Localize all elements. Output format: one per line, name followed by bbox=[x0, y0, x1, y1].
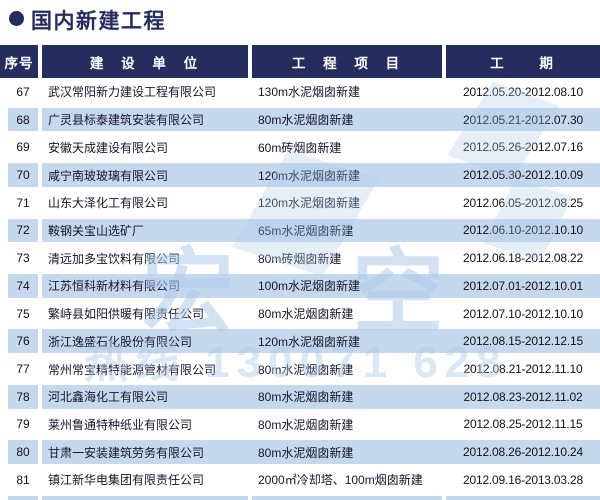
row-number: 70 bbox=[8, 163, 38, 187]
column-header-period: 工 期 bbox=[446, 45, 600, 78]
row-project: 80m水泥烟囱新建 bbox=[252, 384, 448, 409]
row-period: 2012.07.01-2012.10.01 bbox=[446, 274, 600, 298]
row-period: 2012.06.05-2012.08.25 bbox=[463, 195, 583, 210]
row-company: 甘肃一安装建筑劳务有限公司 bbox=[42, 440, 254, 465]
row-company: 广灵县标泰建筑安装有限公司 bbox=[42, 107, 254, 132]
row-number: 81 bbox=[16, 472, 30, 487]
row-company: 咸宁南玻玻璃有限公司 bbox=[42, 163, 254, 187]
row-period: 2012.08.15-2012.12.15 bbox=[446, 329, 600, 354]
row-project: 100m水泥烟囱新建 bbox=[252, 274, 448, 298]
row-project: 80m水泥烟囱新建 bbox=[258, 417, 354, 432]
table-row: 73 清远加多宝饮料有限公司 80m砖烟囱新建 2012.06.18-2012.… bbox=[0, 244, 600, 272]
row-number: 77 bbox=[16, 362, 30, 377]
row-project: 120m水泥烟囱新建 bbox=[252, 329, 448, 354]
cutoff-row-sliver bbox=[0, 494, 600, 500]
row-period: 2012.06.18-2012.08.22 bbox=[463, 251, 583, 266]
row-project: 80m水泥烟囱新建 bbox=[252, 107, 448, 132]
table-row: 80 甘肃一安装建筑劳务有限公司 80m水泥烟囱新建 2012.08.26-20… bbox=[0, 438, 600, 466]
row-project: 2000㎡冷却塔、100m烟囱新建 bbox=[258, 473, 423, 488]
row-project: 80m水泥烟囱新建 bbox=[258, 307, 354, 322]
row-number: 78 bbox=[8, 384, 38, 409]
row-number: 71 bbox=[16, 195, 30, 210]
row-company: 安徽天成建设有限公司 bbox=[48, 140, 169, 155]
table-row: 74 江苏恒科新材料有限公司 100m水泥烟囱新建 2012.07.01-201… bbox=[0, 272, 600, 300]
row-company: 河北鑫海化工有限公司 bbox=[42, 384, 254, 409]
page-title-bar: 国内新建工程 bbox=[0, 4, 600, 38]
row-period: 2012.08.25-2012.11.15 bbox=[463, 417, 583, 432]
row-company: 武汉常阳新力建设工程有限公司 bbox=[48, 85, 217, 100]
row-number: 69 bbox=[16, 140, 30, 155]
row-period: 2012.05.21-2012.07.30 bbox=[446, 107, 600, 132]
row-period: 2012.08.21-2012.11.10 bbox=[463, 362, 583, 377]
table-row: 77 常州常宝精特能源管材有限公司 80m水泥烟囱新建 2012.08.21-2… bbox=[0, 355, 600, 383]
row-period: 2012.08.26-2012.10.24 bbox=[446, 440, 600, 465]
table-row: 68 广灵县标泰建筑安装有限公司 80m水泥烟囱新建 2012.05.21-20… bbox=[0, 106, 600, 134]
row-project: 60m砖烟囱新建 bbox=[258, 140, 342, 155]
table-row: 71 山东大泽化工有限公司 120m水泥烟囱新建 2012.06.05-2012… bbox=[0, 189, 600, 217]
row-number: 67 bbox=[16, 84, 30, 99]
row-company: 莱州鲁通特种纸业有限公司 bbox=[48, 417, 193, 432]
row-project: 80m水泥烟囱新建 bbox=[258, 362, 354, 377]
row-number: 72 bbox=[8, 218, 38, 243]
row-project: 80m水泥烟囱新建 bbox=[252, 440, 448, 465]
row-number: 68 bbox=[8, 107, 38, 132]
table-row: 78 河北鑫海化工有限公司 80m水泥烟囱新建 2012.08.23-2012.… bbox=[0, 383, 600, 411]
row-number: 75 bbox=[16, 306, 30, 321]
row-company: 江苏恒科新材料有限公司 bbox=[42, 274, 254, 298]
row-company: 山东大泽化工有限公司 bbox=[48, 196, 169, 211]
row-project: 65m水泥烟囱新建 bbox=[252, 218, 448, 243]
table-row: 79 莱州鲁通特种纸业有限公司 80m水泥烟囱新建 2012.08.25-201… bbox=[0, 411, 600, 439]
table-row: 67 武汉常阳新力建设工程有限公司 130m水泥烟囱新建 2012.05.20-… bbox=[0, 78, 600, 106]
row-project: 130m水泥烟囱新建 bbox=[258, 85, 361, 100]
row-number: 79 bbox=[16, 417, 30, 432]
table-row: 75 繁峙县如阳供暖有限责任公司 80m水泥烟囱新建 2012.07.10-20… bbox=[0, 300, 600, 328]
row-period: 2012.09.16-2013.03.28 bbox=[463, 472, 583, 487]
row-period: 2012.05.26-2012.07.16 bbox=[463, 140, 583, 155]
row-period: 2012.05.30-2012.10.09 bbox=[446, 163, 600, 187]
table-row: 70 咸宁南玻玻璃有限公司 120m水泥烟囱新建 2012.05.30-2012… bbox=[0, 161, 600, 189]
bullet-icon bbox=[9, 11, 24, 26]
row-period: 2012.08.23-2012.11.02 bbox=[446, 384, 600, 409]
row-company: 清远加多宝饮料有限公司 bbox=[48, 251, 181, 266]
table-body: 67 武汉常阳新力建设工程有限公司 130m水泥烟囱新建 2012.05.20-… bbox=[0, 78, 600, 494]
row-period: 2012.06.10-2012.10.10 bbox=[446, 218, 600, 243]
row-company: 镇江新华电集团有限责任公司 bbox=[48, 473, 205, 488]
row-project: 120m水泥烟囱新建 bbox=[252, 163, 448, 187]
row-company: 鞍钢关宝山选矿厂 bbox=[42, 218, 254, 243]
row-number: 73 bbox=[16, 251, 30, 266]
table-row: 76 浙江逸盛石化股份有限公司 120m水泥烟囱新建 2012.08.15-20… bbox=[0, 327, 600, 355]
row-company: 浙江逸盛石化股份有限公司 bbox=[42, 329, 254, 354]
column-header-no: 序号 bbox=[0, 45, 38, 78]
row-company: 常州常宝精特能源管材有限公司 bbox=[48, 362, 217, 377]
row-period: 2012.07.10-2012.10.10 bbox=[463, 306, 583, 321]
row-project: 80m砖烟囱新建 bbox=[258, 251, 342, 266]
table-header: 序号 建 设 单 位 工 程 项 目 工 期 bbox=[0, 45, 600, 78]
row-company: 繁峙县如阳供暖有限责任公司 bbox=[48, 307, 205, 322]
row-number: 80 bbox=[8, 440, 38, 465]
row-project: 120m水泥烟囱新建 bbox=[258, 196, 361, 211]
page-title: 国内新建工程 bbox=[31, 10, 166, 33]
row-period: 2012.05.20-2012.08.10 bbox=[463, 84, 583, 99]
table-row: 72 鞍钢关宝山选矿厂 65m水泥烟囱新建 2012.06.10-2012.10… bbox=[0, 217, 600, 245]
table-row: 81 镇江新华电集团有限责任公司 2000㎡冷却塔、100m烟囱新建 2012.… bbox=[0, 466, 600, 494]
row-number: 74 bbox=[8, 274, 38, 298]
column-header-project: 工 程 项 目 bbox=[252, 45, 442, 78]
row-number: 76 bbox=[8, 329, 38, 354]
table-row: 69 安徽天成建设有限公司 60m砖烟囱新建 2012.05.26-2012.0… bbox=[0, 133, 600, 161]
column-header-company: 建 设 单 位 bbox=[42, 45, 248, 78]
